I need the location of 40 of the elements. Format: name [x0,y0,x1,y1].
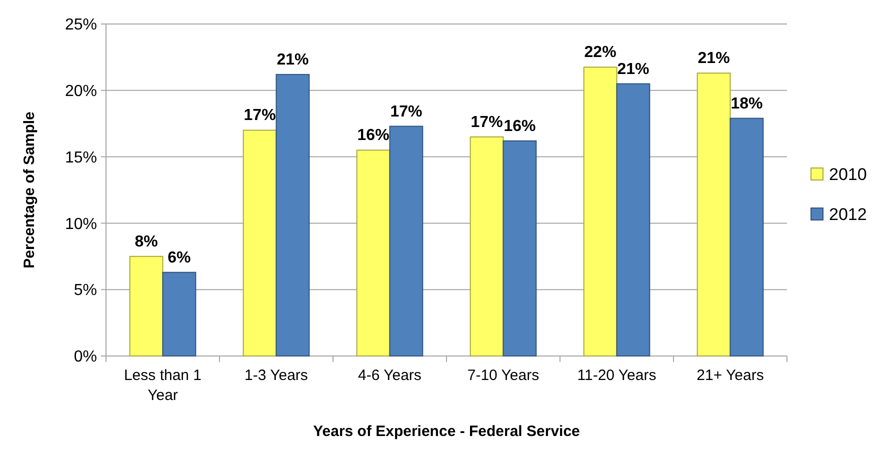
data-label: 8% [134,233,158,250]
bar [276,74,310,356]
data-label: 17% [390,103,422,120]
bar [356,150,390,356]
bar [583,66,618,356]
y-tick-label: 15% [64,149,97,166]
bar [616,83,650,356]
data-label: 22% [584,44,616,62]
bar [730,118,764,356]
x-tick-label: 7-10 Years [467,367,540,384]
x-tick-label: 1-3 Years [244,367,308,384]
data-label: 16% [504,118,536,135]
data-label: 17% [244,107,276,124]
data-label: 6% [168,249,191,266]
y-tick-label: 20% [64,83,97,100]
bar [242,130,277,356]
data-label: 16% [357,127,390,144]
y-tick-label: 5% [74,282,97,300]
y-tick-label: 25% [64,16,97,34]
x-tick-label: 11-20 Years [577,367,656,384]
data-label: 21% [276,51,309,68]
bar [470,136,504,356]
y-axis-title: Percentage of Sample [21,112,38,268]
data-label: 18% [730,95,763,112]
x-tick-label: Less than 1 Year [124,367,202,404]
x-axis-title: Years of Experience - Federal Service [313,423,580,440]
x-tick-label: 4-6 Years [358,367,422,384]
bar [389,126,424,356]
bar [502,140,537,356]
data-label: 21% [617,60,650,78]
data-label: 21% [698,50,730,68]
x-tick-label: 21+ Years [696,367,764,384]
y-tick-label: 10% [64,216,97,233]
bar [696,72,731,356]
legend-label: 2012 [829,204,867,224]
data-label: 17% [470,114,503,131]
legend-label: 2010 [829,164,867,184]
bar [162,272,196,356]
bar [129,256,164,356]
y-tick-label: 0% [74,348,97,366]
